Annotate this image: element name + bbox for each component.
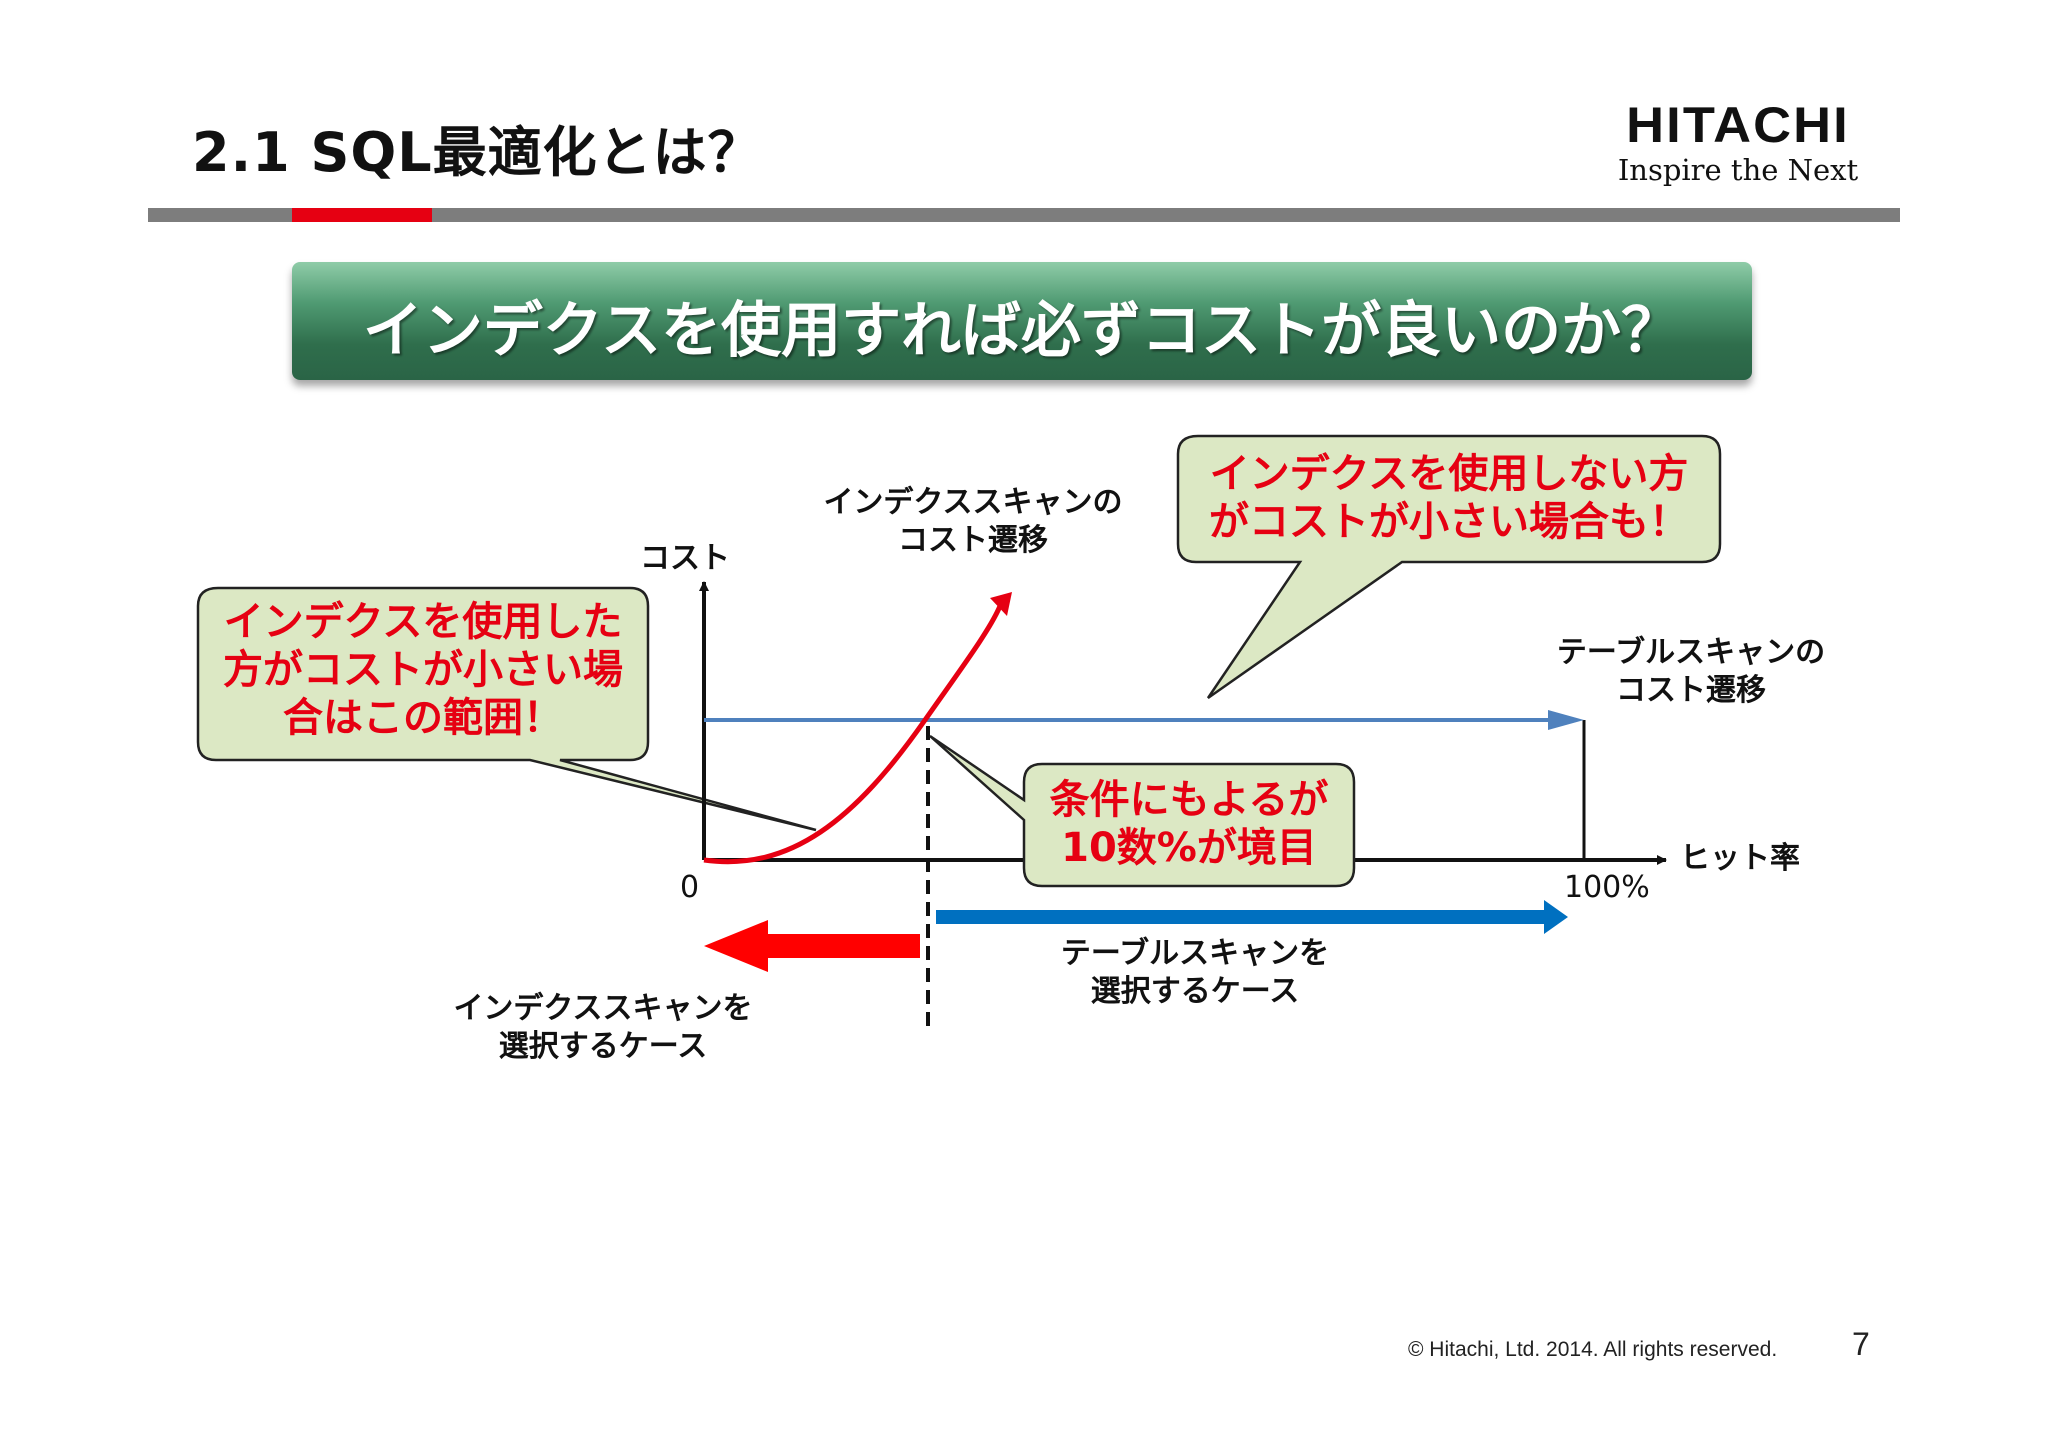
- callout-index-better-line1: インデクスを使用した: [223, 599, 623, 645]
- slide-title: 2.1 SQL最適化とは？: [192, 121, 763, 184]
- callout-no-index-text: インデクスを使用しない方 がコストが小さい場合も！: [1186, 450, 1712, 546]
- index-scan-curve-arrowhead: [990, 592, 1012, 616]
- question-banner: インデクスを使用すれば必ずコストが良いのか？: [292, 262, 1752, 380]
- x-max-label: 100%: [1564, 870, 1650, 905]
- table-case-label: テーブルスキャンを 選択するケース: [1050, 935, 1340, 1011]
- logo-wordmark: HITACHI: [1626, 97, 1850, 153]
- callout-boundary-line2: 10数%が境目: [1061, 825, 1317, 871]
- table-line-label-line1: テーブルスキャンの: [1556, 635, 1826, 670]
- index-curve-label-line2: コスト遷移: [898, 523, 1048, 558]
- table-case-arrow: [936, 900, 1568, 934]
- callout-index-better-bubble: [196, 586, 817, 832]
- index-scan-curve: [703, 605, 1003, 865]
- table-line-label: テーブルスキャンの コスト遷移: [1536, 634, 1846, 710]
- x-axis-label: ヒット率: [1680, 841, 1800, 876]
- index-case-label-line1: インデクススキャンを: [453, 991, 753, 1026]
- callout-boundary-text: 条件にもよるが 10数%が境目: [1030, 776, 1348, 872]
- y-axis-label: コスト: [640, 541, 730, 576]
- callout-index-better-line2: 方がコストが小さい場: [223, 647, 623, 693]
- index-case-arrow: [704, 920, 920, 972]
- index-curve-label: インデクススキャンの コスト遷移: [818, 484, 1128, 560]
- page-number: 7: [1852, 1326, 1870, 1362]
- callout-no-index-line2: がコストが小さい場合も！: [1209, 499, 1689, 545]
- origin-label: 0: [680, 870, 700, 905]
- question-banner-text: インデクスを使用すれば必ずコストが良いのか？: [362, 296, 1682, 366]
- table-case-label-line1: テーブルスキャンを: [1060, 936, 1330, 971]
- logo-tagline: Inspire the Next: [1617, 153, 1859, 187]
- title-divider: [148, 208, 1900, 222]
- callout-index-better-text: インデクスを使用した 方がコストが小さい場 合はこの範囲！: [206, 598, 640, 742]
- index-case-label-line2: 選択するケース: [498, 1029, 708, 1064]
- title-divider-accent: [292, 208, 432, 222]
- hitachi-logo: HITACHI Inspire the Next: [1608, 100, 1868, 188]
- callout-index-better-line3: 合はこの範囲！: [283, 695, 563, 741]
- table-scan-line-arrowhead: [1548, 710, 1584, 730]
- index-case-label: インデクススキャンを 選択するケース: [448, 990, 758, 1066]
- callout-boundary-line1: 条件にもよるが: [1049, 777, 1329, 823]
- table-case-label-line2: 選択するケース: [1090, 974, 1300, 1009]
- copyright: © Hitachi, Ltd. 2014. All rights reserve…: [1408, 1338, 1778, 1361]
- callout-boundary-bubble: [929, 734, 1356, 888]
- table-line-label-line2: コスト遷移: [1616, 673, 1766, 708]
- callout-no-index-line1: インデクスを使用しない方: [1209, 451, 1689, 497]
- index-curve-label-line1: インデクススキャンの: [823, 485, 1123, 520]
- callout-no-index-bubble: [1176, 434, 1722, 700]
